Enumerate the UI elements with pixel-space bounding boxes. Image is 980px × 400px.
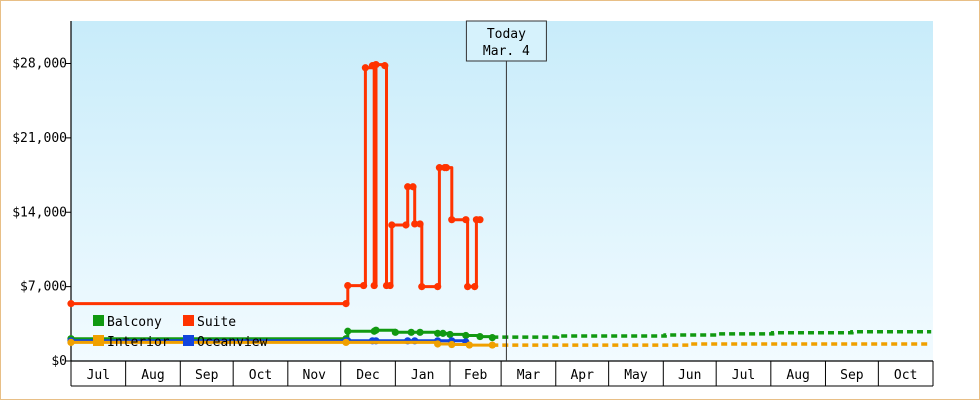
data-point-balcony xyxy=(462,331,470,340)
x-tick-label: Mar xyxy=(517,368,541,383)
x-tick-label: Sep xyxy=(840,368,864,383)
x-tick-label: May xyxy=(624,368,648,383)
data-point-suite xyxy=(416,220,424,228)
today-label: Today xyxy=(487,27,526,42)
data-point-suite xyxy=(448,216,456,224)
data-point-suite xyxy=(381,62,389,70)
data-point-suite xyxy=(471,283,479,291)
data-point-balcony xyxy=(446,330,454,339)
legend-label-suite: Suite xyxy=(197,315,236,330)
series-line-balcony xyxy=(71,328,494,341)
y-tick-label: $21,000 xyxy=(12,131,67,146)
x-tick-label: Oct xyxy=(894,368,917,383)
y-tick-label: $28,000 xyxy=(12,57,67,72)
data-point-interior xyxy=(488,341,496,349)
y-tick-label: $7,000 xyxy=(20,280,67,295)
x-tick-label: Aug xyxy=(786,368,809,383)
series-layer xyxy=(67,60,932,349)
legend-label-balcony: Balcony xyxy=(107,315,162,330)
today-marker: Today Mar. 4 xyxy=(465,20,547,361)
data-point-interior xyxy=(448,340,456,349)
data-point-suite xyxy=(372,60,380,69)
x-tick-label: Feb xyxy=(464,368,488,383)
data-point-suite xyxy=(462,216,470,224)
data-point-interior xyxy=(67,338,75,347)
legend-swatch-oceanview xyxy=(183,335,194,346)
x-axis: Jul Aug Sep Oct Nov Dec Jan Feb Mar Apr May Jun Jul A… xyxy=(70,360,934,387)
projection-line-balcony xyxy=(492,330,932,339)
data-point-interior xyxy=(465,341,473,349)
plot-area xyxy=(71,21,933,361)
data-point-suite xyxy=(418,283,426,291)
data-point-balcony xyxy=(372,326,380,334)
data-point-suite xyxy=(386,281,394,290)
data-point-suite xyxy=(434,283,442,291)
series-balcony xyxy=(67,326,496,343)
x-tick-label: Jul xyxy=(732,368,755,383)
data-point-suite xyxy=(464,283,472,291)
data-point-suite xyxy=(344,281,352,290)
data-point-balcony xyxy=(344,327,352,335)
x-tick-label: Aug xyxy=(141,368,164,383)
x-tick-label: Jun xyxy=(678,368,701,383)
data-point-suite xyxy=(402,221,410,229)
data-point-balcony xyxy=(476,332,484,341)
data-point-suite xyxy=(404,183,412,191)
data-point-suite xyxy=(409,183,417,191)
data-point-suite xyxy=(476,216,484,224)
series-interior xyxy=(67,338,496,349)
y-tick-label: $0 xyxy=(51,354,67,369)
data-point-suite xyxy=(435,164,444,172)
data-point-balcony xyxy=(434,329,442,337)
projection-line-interior xyxy=(492,342,932,347)
data-point-suite xyxy=(411,220,419,228)
x-tick-label: Oct xyxy=(249,368,272,383)
data-point-balcony xyxy=(439,329,447,337)
y-tick-label: $14,000 xyxy=(12,205,67,220)
x-tick-label: Jul xyxy=(87,368,110,383)
legend-swatch-suite xyxy=(183,315,194,326)
x-tick-label: Jan xyxy=(411,368,434,383)
data-point-suite xyxy=(342,300,350,308)
data-point-suite xyxy=(360,281,368,290)
data-point-interior xyxy=(342,338,350,347)
data-point-suite xyxy=(370,281,378,290)
data-point-suite xyxy=(388,221,396,229)
x-tick-label: Apr xyxy=(570,368,594,383)
legend: Balcony Suite Interior Oceanview xyxy=(93,315,268,350)
legend-swatch-balcony xyxy=(93,315,104,326)
y-axis: $0 $7,000 $14,000 $21,000 $28,000 xyxy=(12,21,72,369)
data-point-balcony xyxy=(391,328,399,336)
data-point-balcony xyxy=(407,328,415,336)
data-point-suite xyxy=(67,300,75,308)
data-point-balcony xyxy=(416,328,424,336)
data-point-interior xyxy=(434,340,442,348)
legend-label-interior: Interior xyxy=(107,335,170,350)
data-point-suite xyxy=(442,164,451,172)
data-point-suite xyxy=(361,64,369,72)
legend-swatch-interior xyxy=(93,335,104,346)
legend-label-oceanview: Oceanview xyxy=(197,335,268,350)
series-suite xyxy=(67,60,484,308)
x-tick-label: Sep xyxy=(195,368,219,383)
x-tick-label: Dec xyxy=(356,368,379,383)
data-point-balcony xyxy=(488,334,496,342)
today-date-label: Mar. 4 xyxy=(483,44,530,59)
x-tick-label: Nov xyxy=(303,368,327,383)
today-box xyxy=(465,20,547,62)
